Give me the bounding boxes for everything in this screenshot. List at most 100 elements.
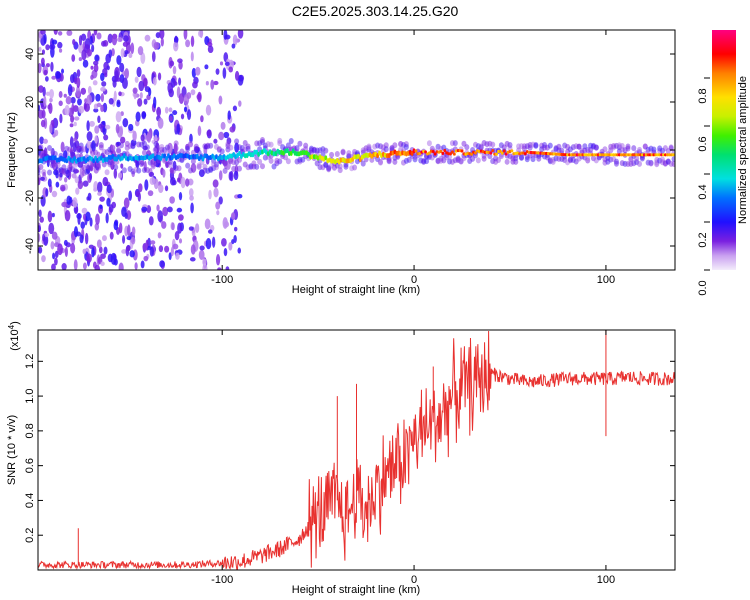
spectrogram-noise-blob [64, 246, 68, 258]
spectrogram-ridge-blob [612, 153, 616, 157]
spectrogram-noise-blob [43, 33, 47, 44]
spectrogram-noise-blob [42, 233, 46, 242]
spectrogram-noise-blob [57, 243, 63, 256]
spectrogram-noise-blob [87, 85, 92, 95]
colorbar-tick-label: 0.0 [697, 280, 709, 295]
spectrogram-noise-blob [130, 42, 135, 55]
spectrogram-ridge-blob [569, 153, 573, 157]
spectrogram-noise-blob [231, 43, 236, 49]
spectrogram-ridge-blob [251, 152, 255, 158]
spectrogram-halo-blob [424, 158, 430, 165]
spectrogram-ridge-blob [631, 153, 635, 157]
spectrogram-noise-blob [123, 35, 129, 42]
spectrogram-noise-blob [153, 96, 157, 109]
spectrogram-noise-blob [51, 75, 57, 80]
spectrogram-noise-blob [91, 44, 95, 53]
spectrogram-noise-blob [168, 107, 173, 113]
spectrogram-noise-blob [88, 244, 95, 249]
spectrogram-noise-blob [164, 185, 169, 192]
spectrogram-noise-blob [220, 121, 226, 130]
spectrogram-ridge-blob [629, 153, 633, 157]
spectrogram-ridge-blob [122, 153, 126, 159]
spectrogram-noise-blob [58, 48, 63, 53]
spectrogram-noise-blob [174, 231, 180, 241]
spectrogram-noise-blob [190, 89, 196, 96]
spectrogram-noise-blob [177, 58, 183, 63]
spectrogram-noise-blob [64, 104, 70, 116]
spectrogram-noise-blob [227, 110, 231, 121]
spectrogram-noise-blob [72, 197, 78, 208]
spectrogram-noise-blob [114, 70, 119, 82]
spectrogram-ridge-blob [376, 153, 380, 159]
spectrogram-noise-blob [162, 169, 166, 178]
spectrogram-noise-blob [73, 121, 77, 127]
spectrogram-noise-blob [190, 35, 195, 47]
spectrogram-noise-blob [127, 224, 131, 237]
spectrogram-noise-blob [103, 134, 109, 141]
spectrogram-ridge-blob [286, 148, 289, 154]
spectrogram-halo-blob [130, 143, 136, 150]
spectrogram-ridge-blob [658, 153, 662, 157]
spectrogram-noise-blob [86, 196, 90, 201]
spectrogram-noise-blob [76, 76, 81, 89]
spectrogram-noise-blob [78, 42, 84, 54]
spectrogram-noise-blob [74, 176, 79, 184]
spectrogram-noise-blob [126, 245, 131, 252]
spectrogram-halo-blob [268, 157, 274, 164]
spectrogram-halo-blob [193, 145, 199, 152]
spectrogram-noise-blob [45, 188, 49, 197]
spectrogram-noise-blob [185, 39, 191, 48]
spectrogram-noise-blob [104, 72, 108, 78]
spectrogram-panel: -100 0 100 -40 -20 0 20 40 Height of straight … [6, 29, 676, 296]
spectrogram-noise-blob [38, 46, 42, 52]
spectrogram-noise-blob [189, 195, 194, 201]
spectrogram-noise-blob [223, 131, 230, 139]
spectrogram-noise-blob [68, 196, 73, 204]
spectrogram-noise-blob [230, 212, 236, 220]
spectrogram-noise-blob [124, 212, 128, 220]
spectrogram-noise-blob [93, 187, 98, 192]
spectrogram-noise-blob [175, 252, 180, 260]
spectrogram-noise-blob [63, 93, 67, 98]
spectrogram-marks [38, 30, 675, 270]
spectrogram-ridge-blob [667, 153, 671, 157]
spectrogram-halo-blob [475, 157, 481, 164]
spectrogram-noise-blob [110, 252, 117, 265]
spectrogram-noise-blob [197, 91, 202, 103]
spectrogram-noise-blob [53, 30, 58, 35]
spectrogram-noise-blob [169, 115, 173, 122]
spectrogram-noise-blob [112, 79, 117, 88]
snr-y-tick-label: 0.6 [24, 458, 36, 473]
spectrogram-halo-blob [519, 154, 525, 161]
spectrogram-noise-blob [102, 102, 108, 113]
spectrogram-noise-blob [86, 253, 92, 263]
spectrogram-noise-blob [232, 105, 238, 112]
spectrogram-noise-blob [90, 74, 94, 80]
spectrogram-noise-blob [210, 79, 215, 90]
spectrogram-halo-blob [323, 147, 329, 154]
spectrogram-noise-blob [45, 76, 49, 82]
spectrogram-halo-blob [377, 159, 383, 166]
spectrogram-ridge-blob [608, 153, 612, 157]
spectrogram-noise-blob [218, 170, 223, 181]
spectrogram-ridge-blob [614, 153, 617, 157]
spectrogram-noise-blob [173, 81, 178, 86]
spectrogram-noise-blob [82, 59, 89, 68]
spectrogram-noise-blob [215, 68, 220, 75]
spectrogram-ridge-blob [591, 153, 594, 157]
spectrogram-noise-blob [118, 91, 122, 97]
spectrogram-noise-blob [38, 209, 42, 218]
spectrogram-noise-blob [160, 37, 164, 47]
spectrogram-noise-blob [178, 93, 184, 105]
spectrogram-ridge-blob [656, 153, 660, 157]
spectrogram-noise-blob [82, 213, 87, 221]
spectrogram-noise-blob [106, 197, 111, 207]
spectrogram-halo-blob [452, 140, 458, 147]
spectrogram-noise-blob [122, 77, 128, 89]
spectrogram-noise-blob [93, 63, 99, 73]
spectrogram-noise-blob [49, 88, 55, 99]
spectrogram-noise-blob [49, 44, 56, 50]
spectrogram-halo-blob [585, 155, 591, 162]
spectrogram-noise-blob [153, 178, 159, 190]
spectrogram-noise-blob [66, 30, 73, 36]
